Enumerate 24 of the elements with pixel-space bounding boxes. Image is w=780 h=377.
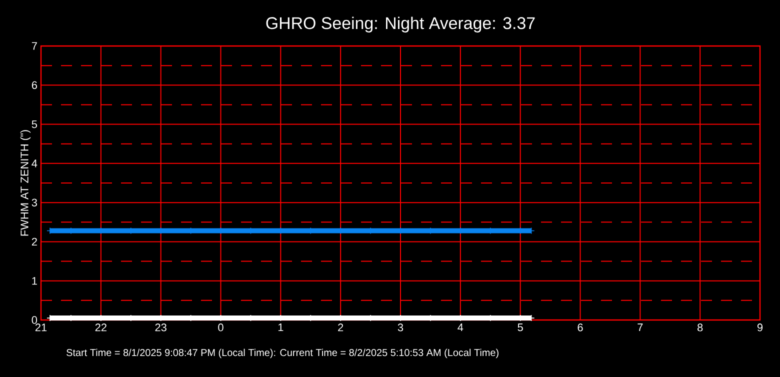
x-tick-label: 5 [518,324,523,332]
x-tick-label: 3 [398,324,404,332]
x-tick-label: 6 [578,324,583,332]
x-tick-label: 1 [278,324,284,332]
x-tick-label: 4 [458,324,464,332]
y-tick-label: 7 [32,42,37,50]
text: Start Time = 8/1/2025 9:08:47 PM (Local Time): Current Time = 8/2/2025 5:10:53 AM (Local Time) [66,348,498,358]
y-axis-title: FWHM AT ZENITH (") [20,130,31,236]
x-tick-label: 8 [698,324,703,332]
x-tick-label: 2 [338,324,344,332]
y-tick-label: 0 [32,316,38,324]
x-tick-label: 0 [218,324,224,332]
y-tick-label: 6 [32,81,37,90]
x-tick-label: 9 [757,324,763,332]
x-tick-label: 7 [638,324,643,332]
y-tick-label: 1 [32,277,37,285]
x-tick-label: 23 [155,324,166,332]
y-tick-label: 2 [32,238,37,246]
x-tick-label: 21 [35,324,47,332]
y-tick-label: 4 [32,160,38,168]
x-tick-label: 22 [95,324,106,332]
y-tick-label: 3 [32,198,37,206]
y-tick-label: 5 [32,120,38,128]
chart-title: GHRO Seeing: Night Average: 3.37 [266,16,535,33]
